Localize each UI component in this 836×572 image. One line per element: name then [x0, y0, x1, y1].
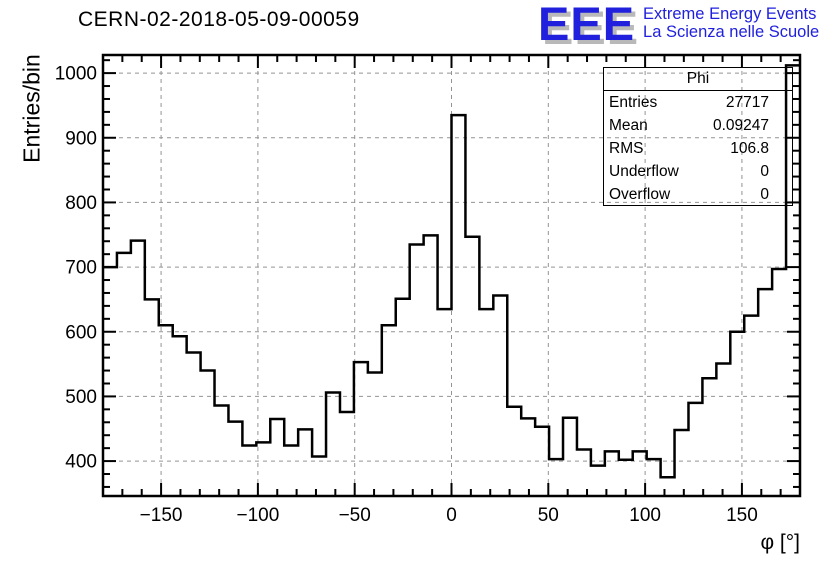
stats-label: Entries: [609, 94, 658, 111]
stats-box: Phi Entries 27717 Mean 0.09247 RMS 106.8…: [603, 67, 793, 206]
y-tick-label: 900: [65, 128, 97, 149]
stats-row-mean: Mean 0.09247: [604, 114, 792, 137]
logo-line2: La Scienza nelle Scuole: [643, 23, 820, 41]
stats-value: 0: [760, 186, 769, 203]
y-tick-label: 800: [65, 193, 97, 214]
stats-label: Underflow: [609, 163, 679, 180]
stats-row-entries: Entries 27717: [604, 91, 792, 114]
y-tick-label: 700: [65, 258, 97, 279]
y-tick-label: 500: [65, 387, 97, 408]
y-tick-label: 600: [65, 322, 97, 343]
stats-label: RMS: [609, 140, 644, 157]
stats-value: 27717: [725, 94, 769, 111]
stats-row-rms: RMS 106.8: [604, 137, 792, 160]
x-axis-title: φ [°]: [760, 531, 800, 554]
eee-logo-text: Extreme Energy Events La Scienza nelle S…: [643, 5, 819, 41]
x-tick-label: 150: [726, 505, 758, 526]
stats-value: 0: [760, 163, 769, 180]
y-tick-label: 400: [65, 452, 97, 473]
stats-row-underflow: Underflow 0: [604, 160, 792, 183]
stats-row-overflow: Overflow 0: [604, 183, 792, 206]
stats-label: Mean: [609, 117, 648, 134]
x-tick-label: 100: [629, 505, 661, 526]
eee-logo: EEE Extreme Energy Events La Scienza nel…: [538, 0, 819, 50]
y-axis-title: Entries/bin: [18, 54, 45, 163]
x-tick-label: −100: [236, 505, 279, 526]
y-tick-label: 1000: [55, 64, 97, 85]
x-tick-label: 0: [446, 505, 457, 526]
x-tick-label: −150: [140, 505, 183, 526]
stats-value: 0.09247: [712, 117, 769, 134]
stats-box-title: Phi: [604, 68, 792, 91]
stats-label: Overflow: [609, 186, 671, 203]
x-tick-label: 50: [538, 505, 559, 526]
plot-title: CERN-02-2018-05-09-00059: [78, 8, 360, 31]
stats-value: 106.8: [730, 140, 769, 157]
logo-line1: Extreme Energy Events: [643, 5, 817, 23]
histogram-line: [103, 64, 800, 479]
eee-logo-letters: EEE: [538, 0, 636, 50]
x-tick-label: −50: [339, 505, 371, 526]
